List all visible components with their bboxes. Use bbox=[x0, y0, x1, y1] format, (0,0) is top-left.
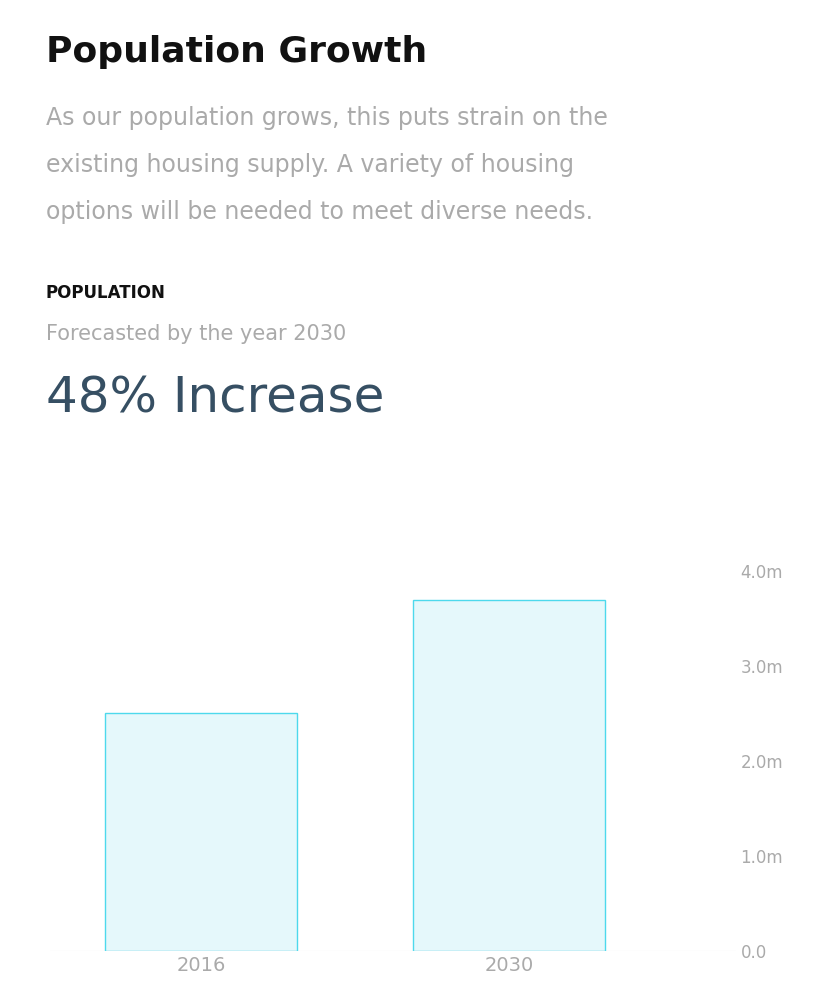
Text: Forecasted by the year 2030: Forecasted by the year 2030 bbox=[46, 324, 346, 344]
Text: As our population grows, this puts strain on the: As our population grows, this puts strai… bbox=[46, 106, 608, 130]
Text: existing housing supply. A variety of housing: existing housing supply. A variety of ho… bbox=[46, 153, 574, 177]
Text: 48% Increase: 48% Increase bbox=[46, 374, 385, 423]
Bar bbox=[414, 600, 605, 951]
Bar bbox=[105, 713, 297, 951]
Text: POPULATION: POPULATION bbox=[46, 284, 166, 302]
Text: options will be needed to meet diverse needs.: options will be needed to meet diverse n… bbox=[46, 200, 593, 224]
Text: Population Growth: Population Growth bbox=[46, 35, 427, 69]
